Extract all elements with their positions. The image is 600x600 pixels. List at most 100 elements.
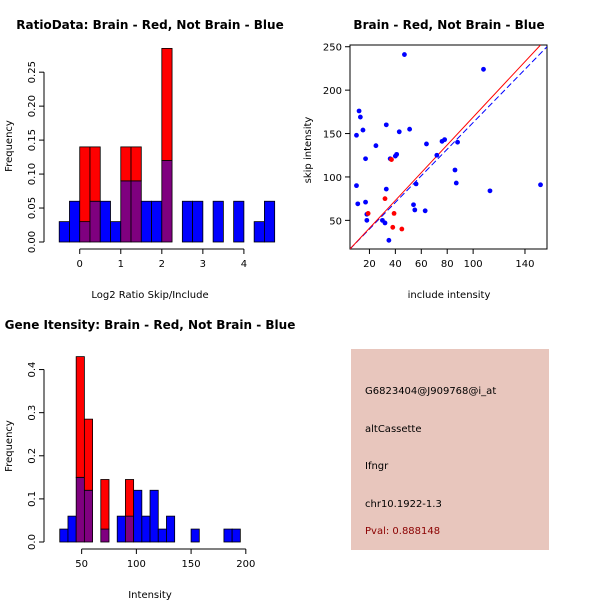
ratio-bar-brain (161, 47, 173, 161)
intensity-bar-not-brain (190, 528, 200, 543)
intensity-bar-not-brain (166, 515, 176, 543)
intensity-histogram-panel: Gene Itensity: Brain - Red, Not Brain - … (4, 318, 295, 600)
scatter-fit-lines (350, 45, 547, 249)
ratio-bar-not-brain (264, 200, 276, 243)
scatter-point-not-brain (373, 143, 379, 149)
scatter-point-not-brain (355, 201, 361, 207)
intensity-bar-not-brain (59, 528, 69, 543)
intensity-x-tick-label: 100 (127, 559, 146, 570)
ratio-y-axis-label: Frequency (4, 120, 15, 172)
ratio-x-tick-label: 2 (159, 259, 165, 270)
scatter-point-not-brain (455, 139, 460, 145)
ratio-bar-not-brain (212, 200, 224, 243)
scatter-point-not-brain (413, 181, 419, 187)
scatter-point-not-brain (382, 220, 388, 226)
scatter-x-tick-label: 40 (389, 259, 402, 270)
scatter-point-not-brain (452, 167, 458, 173)
ratio-x-tick-label: 4 (241, 259, 247, 270)
intensity-bar-brain (125, 479, 135, 517)
scatter-y-tick-label: 250 (323, 43, 342, 54)
scatter-x-axis-label: include intensity (408, 290, 491, 301)
ratio-histogram-panel: RatioData: Brain - Red, Not Brain - Blue… (4, 18, 284, 301)
scatter-point-not-brain (383, 186, 389, 192)
ratio-bar-brain (130, 146, 142, 182)
intensity-x-tick-label: 200 (236, 559, 255, 570)
scatter-point-not-brain (363, 199, 368, 205)
scatter-axes: 20 40 60 80 100 140 50 100 150 200 250 (323, 43, 535, 270)
scatter-point-not-brain (442, 137, 448, 143)
scatter-point-brain (390, 224, 396, 230)
scatter-point-brain (389, 157, 394, 162)
intensity-bar-not-brain (157, 528, 167, 543)
probe-id-text: G6823404@J909768@i_at (365, 386, 497, 397)
ratio-bar-not-brain (181, 200, 193, 243)
scatter-point-not-brain (412, 207, 418, 213)
scatter-point-brain (391, 211, 397, 216)
location-text: chr10.1922-1.3 (365, 499, 442, 510)
ratio-y-tick-label: 0.20 (27, 95, 38, 117)
intensity-x-tick-label: 50 (75, 559, 88, 570)
scatter-plot-frame (349, 44, 548, 250)
ratio-x-tick-label: 3 (200, 259, 206, 270)
scatter-point-not-brain (453, 180, 459, 186)
ratio-x-tick-label: 1 (118, 259, 124, 270)
intensity-y-tick-label: 0.4 (27, 362, 38, 378)
intensity-bar-brain (75, 356, 85, 478)
ratio-bar-not-brain (140, 200, 152, 243)
scatter-y-tick-label: 150 (323, 130, 342, 141)
intensity-bar-not-brain (141, 515, 151, 543)
ratio-x-axis-label: Log2 Ratio Skip/Include (91, 290, 208, 301)
scatter-point-not-brain (360, 127, 366, 133)
scatter-chart-title: Brain - Red, Not Brain - Blue (353, 18, 544, 32)
intensity-y-axis-label: Frequency (4, 420, 15, 472)
ratio-y-tick-label: 0.25 (27, 61, 38, 83)
intensity-bar-not-brain (67, 515, 77, 543)
ratio-bar-brain (120, 146, 132, 182)
probe-info-panel: G6823404@J909768@i_at altCassette Ifngr … (351, 349, 549, 550)
scatter-x-tick-label: 80 (441, 259, 454, 270)
scatter-y-tick-label: 100 (323, 173, 342, 184)
scatter-x-tick-label: 20 (363, 259, 376, 270)
scatter-point-not-brain (411, 202, 416, 208)
ratio-y-tick-label: 0.10 (27, 163, 38, 185)
intensity-bar-overlap (83, 489, 93, 543)
intensity-bar-overlap (125, 515, 135, 543)
scatter-point-not-brain (354, 183, 359, 189)
scatter-point-not-brain (538, 182, 543, 188)
intensity-bar-brain (83, 418, 93, 491)
ratio-bar-not-brain (58, 221, 70, 243)
scatter-point-not-brain (487, 188, 493, 194)
scatter-point-not-brain (481, 66, 486, 72)
intensity-y-tick-label: 0.3 (27, 405, 38, 421)
ratio-x-tick-label: 0 (77, 259, 83, 270)
scatter-y-tick-label: 200 (323, 86, 342, 97)
scatter-red-fit-line (350, 45, 541, 249)
scatter-point-brain (365, 211, 371, 216)
ratio-y-tick-label: 0.00 (27, 231, 38, 253)
scatter-y-axis-label: skip intensity (303, 117, 314, 184)
intensity-bar-not-brain (149, 489, 159, 543)
scatter-x-tick-label: 60 (415, 259, 428, 270)
event-type-text: altCassette (365, 424, 422, 435)
scatter-panel: Brain - Red, Not Brain - Blue include in… (303, 18, 548, 301)
ratio-chart-title: RatioData: Brain - Red, Not Brain - Blue (16, 18, 283, 32)
ratio-y-tick-label: 0.05 (27, 197, 38, 219)
scatter-point-not-brain (402, 52, 407, 57)
scatter-points (354, 52, 543, 243)
scatter-point-not-brain (356, 108, 362, 114)
scatter-point-not-brain (424, 141, 429, 147)
pval-text: Pval: 0.888148 (365, 526, 441, 537)
ratio-bar-overlap (120, 180, 132, 243)
scatter-point-not-brain (357, 114, 363, 120)
scatter-point-not-brain (364, 217, 370, 223)
scatter-x-tick-label: 140 (515, 259, 534, 270)
intensity-y-tick-label: 0.1 (27, 491, 38, 507)
intensity-bars (59, 356, 241, 543)
intensity-bar-not-brain (223, 528, 233, 543)
ratio-bar-overlap (161, 160, 173, 243)
scatter-point-not-brain (363, 156, 368, 162)
intensity-bar-not-brain (231, 528, 241, 543)
intensity-bar-overlap (100, 528, 110, 543)
ratio-bar-not-brain (151, 200, 163, 243)
